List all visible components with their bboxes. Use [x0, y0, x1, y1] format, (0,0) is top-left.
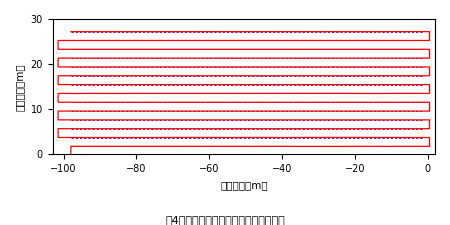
Y-axis label: 短辺方向（m）: 短辺方向（m） — [15, 63, 25, 110]
X-axis label: 長辺方向（m）: 長辺方向（m） — [220, 180, 268, 190]
Text: 围4　自律走行移植作業による走行軌跡: 围4 自律走行移植作業による走行軌跡 — [165, 215, 285, 225]
